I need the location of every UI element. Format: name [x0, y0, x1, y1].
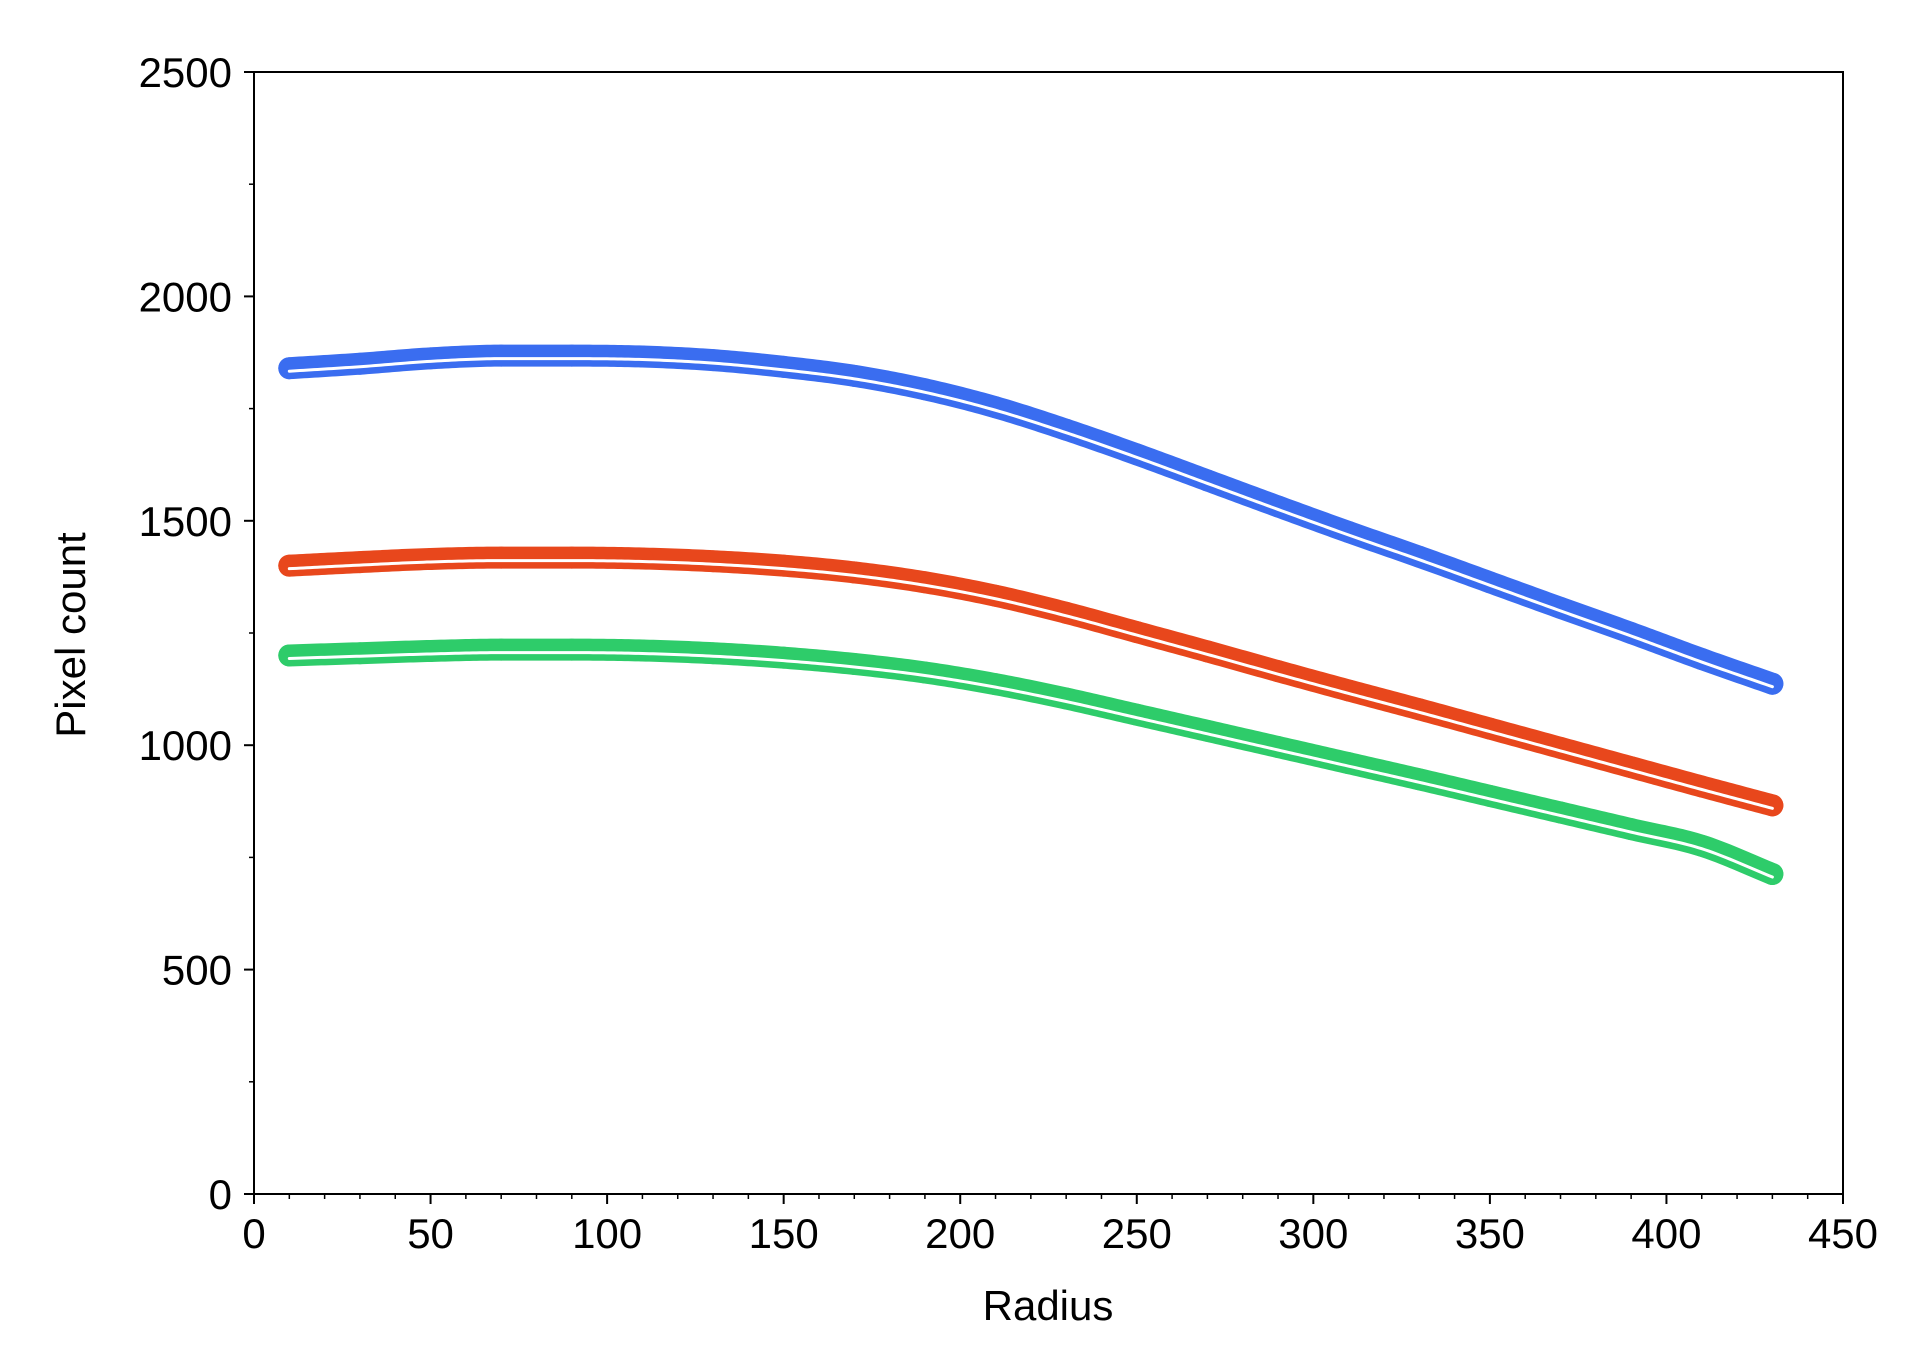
series-0-point	[702, 349, 725, 372]
series-1-point	[490, 546, 513, 569]
x-tick-label: 100	[572, 1210, 642, 1257]
series-0-point	[278, 357, 301, 380]
series-0-point	[419, 347, 442, 370]
series-2-point	[843, 652, 866, 675]
series-2-point	[1761, 863, 1784, 886]
series-0-point	[490, 344, 513, 367]
y-tick-label: 2000	[139, 273, 232, 320]
series-2-point	[419, 639, 442, 662]
x-tick-label: 150	[749, 1210, 819, 1257]
series-2-point	[984, 673, 1007, 696]
series-0-point	[843, 364, 866, 387]
series-1-point	[278, 554, 301, 577]
series-2-point	[702, 642, 725, 665]
ticks-group: 0 50 100 150 200 250 300 350 400 450 0 500 1000 1500 2…	[139, 49, 1878, 1257]
series-1-point	[560, 546, 583, 569]
series-1-fit-line	[287, 559, 1774, 810]
series-0-points	[278, 344, 1784, 695]
series-1-point	[913, 571, 936, 594]
y-axis-label: Pixel count	[47, 532, 94, 738]
series-2-point	[772, 646, 795, 669]
series-0-point	[631, 345, 654, 368]
series-1-point	[702, 550, 725, 573]
series-2-point	[278, 644, 301, 667]
x-tick-label: 350	[1455, 1210, 1525, 1257]
y-tick-label: 1500	[139, 498, 232, 545]
x-tick-label: 50	[407, 1210, 454, 1257]
series-2-fit-line	[287, 651, 1774, 879]
y-tick-label: 500	[162, 947, 232, 994]
series-1-point	[772, 554, 795, 577]
y-tick-label: 2500	[139, 49, 232, 96]
series-group	[278, 344, 1784, 886]
series-1-point	[631, 547, 654, 570]
x-tick-label: 400	[1631, 1210, 1701, 1257]
x-tick-label: 450	[1808, 1210, 1878, 1257]
x-tick-label: 250	[1102, 1210, 1172, 1257]
series-1-point	[843, 561, 866, 584]
series-1-point	[419, 547, 442, 570]
y-tick-label: 0	[209, 1171, 232, 1218]
x-axis-label: Radius	[983, 1282, 1114, 1329]
x-tick-label: 200	[925, 1210, 995, 1257]
series-0-fit-line	[287, 357, 1774, 689]
y-tick-label: 1000	[139, 722, 232, 769]
series-2-points	[278, 638, 1784, 886]
series-1-point	[1761, 794, 1784, 817]
series-0-point	[348, 352, 371, 375]
series-0-point	[772, 355, 795, 378]
x-tick-label: 300	[1278, 1210, 1348, 1257]
series-2-point	[490, 638, 513, 661]
series-1-point	[348, 551, 371, 574]
series-2-point	[348, 642, 371, 665]
series-2-point	[913, 661, 936, 684]
series-2-point	[560, 638, 583, 661]
x-tick-label: 0	[242, 1210, 265, 1257]
series-0-point	[560, 344, 583, 367]
series-0-point	[1761, 672, 1784, 695]
series-2-point	[631, 639, 654, 662]
series-1-points	[278, 546, 1784, 817]
